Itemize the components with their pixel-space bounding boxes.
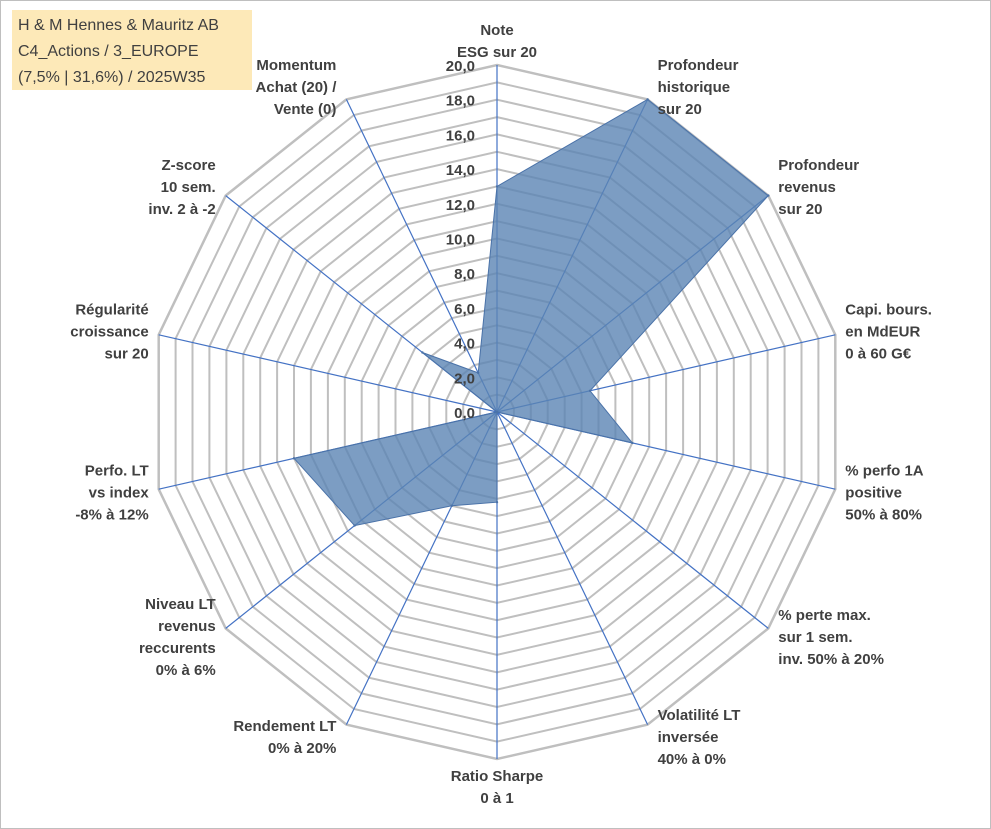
tick-label: 16,0	[446, 127, 475, 144]
axis-label-line: sur 1 sem.	[778, 629, 852, 646]
axis-label: Ratio Sharpe 0 à 1	[451, 768, 544, 807]
axis-label-line: reccurents	[139, 640, 216, 657]
tick-label: 6,0	[454, 301, 475, 318]
axis-label-line: Profondeur	[778, 157, 859, 174]
axis-spoke	[345, 99, 498, 413]
axis-label-line: sur 20	[104, 346, 148, 363]
axis-label: Rendement LT 0% à 20%	[233, 718, 336, 757]
axis-label-line: Rendement LT	[233, 718, 336, 735]
axis-label-line: Vente (0)	[274, 101, 337, 118]
axis-label-line: croissance	[70, 324, 148, 341]
stock-info-box: H & M Hennes & Mauritz AB C4_Actions / 3…	[12, 10, 252, 90]
axis-label: % perfo 1A positive 50% à 80%	[845, 462, 924, 523]
axis-label: Niveau LT revenus reccurents 0% à 6%	[139, 596, 216, 679]
axis-label-line: Régularité	[75, 302, 148, 319]
data-point	[450, 504, 453, 507]
axis-label-layer: Note ESG sur 20 Profondeur historique sur 20…	[70, 22, 932, 807]
data-point	[353, 524, 356, 527]
axis-label: Perfo. LT vs index -8% à 12%	[75, 462, 149, 523]
axis-label-line: -8% à 12%	[75, 506, 148, 523]
tick-label-layer: 0,0 2,0 4,0 6,0 8,0 10,0 12,0 14,0 16,0 18,0 20,0	[446, 58, 475, 422]
axis-label-line: Ratio Sharpe	[451, 768, 544, 785]
axis-spoke	[158, 334, 498, 413]
axis-label-line: 10 sem.	[161, 179, 216, 196]
axis-label: Momentum Achat (20) / Vente (0)	[256, 57, 338, 118]
series-layer	[292, 98, 770, 527]
axis-label-line: Volatilité LT	[658, 707, 741, 724]
tick-label: 12,0	[446, 197, 475, 214]
axis-label-line: 0% à 6%	[156, 662, 216, 679]
axis-label-line: inv. 50% à 20%	[778, 651, 884, 668]
data-point	[588, 389, 592, 392]
axis-label: % perte max. sur 1 sem. inv. 50% à 20%	[778, 607, 884, 668]
axis-label-line: Capi. bours.	[845, 302, 932, 319]
data-point	[477, 371, 480, 375]
tick-label: 20,0	[446, 58, 475, 75]
series-area	[293, 98, 770, 527]
axis-label-line: Z-score	[162, 157, 216, 174]
axis-label-line: Profondeur	[658, 57, 739, 74]
axis-label-line: positive	[845, 484, 902, 501]
axis-label-line: 0 à 1	[480, 790, 513, 807]
axis-label-line: inv. 2 à -2	[148, 201, 215, 218]
axis-label-line: 0% à 20%	[268, 740, 336, 757]
axis-label-line: 40% à 0%	[658, 751, 726, 768]
data-point	[495, 410, 499, 414]
axis-label: Profondeur historique sur 20	[658, 57, 739, 118]
axis-label-line: sur 20	[778, 201, 822, 218]
axis-label: Volatilité LT inversée 40% à 0%	[658, 707, 741, 768]
axis-label: Régularité croissance sur 20	[70, 302, 148, 363]
axis-spoke	[496, 411, 769, 629]
axis-label-line: ESG sur 20	[457, 44, 537, 61]
axis-label-line: sur 20	[658, 101, 702, 118]
axis-label-line: historique	[658, 79, 731, 96]
tick-label: 8,0	[454, 266, 475, 283]
axis-label-line: revenus	[778, 179, 836, 196]
data-point	[767, 194, 770, 197]
data-point	[292, 457, 296, 460]
data-point	[646, 98, 649, 101]
axis-label-line: Momentum	[256, 57, 336, 74]
axis-label-line: 0 à 60 G€	[845, 346, 912, 363]
axis-label: Capi. bours. en MdEUR 0 à 60 G€	[845, 302, 932, 363]
data-point	[495, 185, 499, 188]
data-point	[631, 441, 634, 445]
axis-label-line: Niveau LT	[145, 596, 216, 613]
tick-label: 0,0	[454, 405, 475, 422]
axis-label-line: Achat (20) /	[256, 79, 338, 96]
category-path: C4_Actions / 3_EUROPE	[18, 43, 199, 60]
axis-label-line: Perfo. LT	[85, 462, 149, 479]
axis-label: Profondeur revenus sur 20	[778, 157, 859, 218]
axis-label: Note ESG sur 20	[457, 22, 537, 61]
axis-label-line: % perfo 1A	[845, 462, 924, 479]
company-name: H & M Hennes & Mauritz AB	[18, 17, 219, 34]
tick-label: 4,0	[454, 336, 475, 353]
axis-label-line: 50% à 80%	[845, 506, 922, 523]
stats-and-week: (7,5% | 31,6%) / 2025W35	[18, 69, 206, 86]
tick-label: 18,0	[446, 93, 475, 110]
axis-label-line: % perte max.	[778, 607, 871, 624]
tick-label: 10,0	[446, 232, 475, 249]
tick-label: 2,0	[454, 370, 475, 387]
tick-label: 14,0	[446, 162, 475, 179]
axis-spoke	[496, 411, 649, 725]
axis-label: Z-score 10 sem. inv. 2 à -2	[148, 157, 215, 218]
data-point	[495, 501, 499, 504]
axis-label-line: vs index	[89, 484, 150, 501]
axis-label-line: inversée	[658, 729, 719, 746]
axis-label-line: en MdEUR	[845, 324, 920, 341]
axis-label-line: Note	[480, 22, 513, 39]
axis-label-line: revenus	[158, 618, 216, 635]
data-point	[421, 351, 424, 354]
